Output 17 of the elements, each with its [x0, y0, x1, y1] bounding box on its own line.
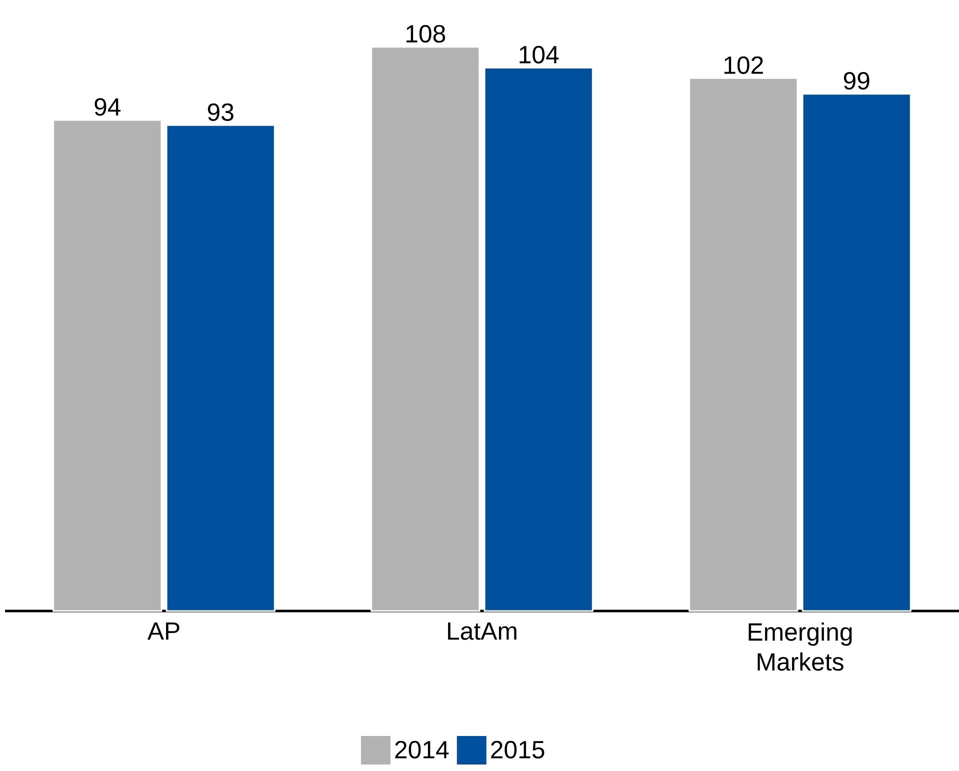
data-label: 104: [520, 46, 559, 64]
data-label: 108: [406, 24, 446, 43]
bar: [802, 93, 912, 612]
bar: [484, 66, 594, 612]
data-label: 93: [208, 103, 234, 121]
bar: [166, 124, 276, 612]
legend-label: 2015: [491, 740, 544, 759]
data-label: 102: [724, 56, 763, 74]
bar: [370, 46, 480, 612]
bar: [52, 119, 162, 612]
x-tick-label: LatAm: [448, 622, 516, 640]
data-label: 94: [94, 98, 121, 116]
legend-label: 2014: [395, 740, 449, 759]
data-label: 99: [844, 72, 870, 90]
x-tick-label: AP: [147, 622, 180, 640]
x-tick-label: Emerging Markets: [748, 622, 852, 671]
bar: [688, 77, 798, 612]
